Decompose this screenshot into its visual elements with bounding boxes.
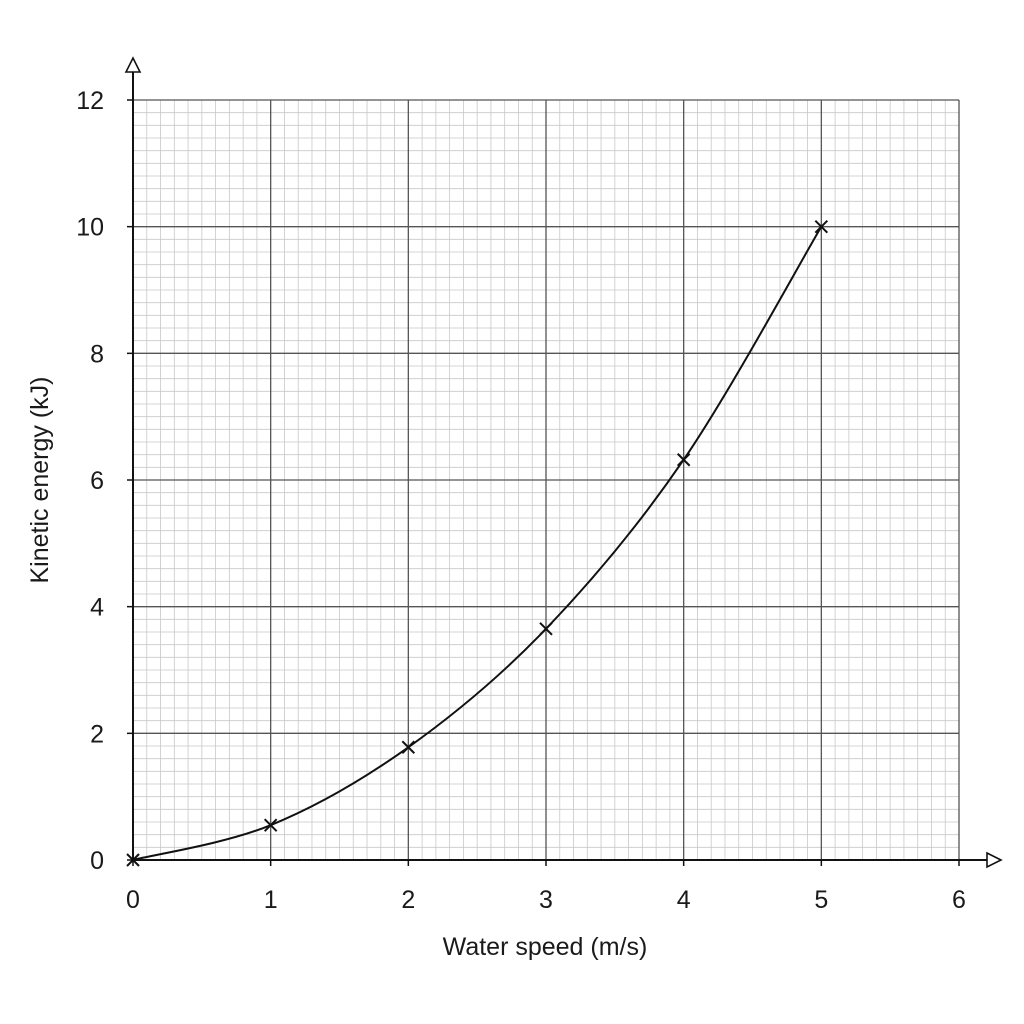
x-tick-label: 6 [952, 886, 966, 914]
data-markers [126, 219, 829, 867]
y-axis-title: Kinetic energy (kJ) [26, 376, 54, 583]
y-tick-label: 2 [90, 720, 104, 748]
x-tick-label: 0 [126, 886, 140, 914]
y-tick-labels: 0 2 4 6 8 10 12 [76, 87, 104, 875]
x-tick-labels: 0 1 2 3 4 5 6 [126, 886, 966, 914]
data-point-marker [263, 818, 278, 832]
data-point-marker [126, 853, 140, 867]
data-point-marker [401, 740, 416, 754]
y-tick-label: 0 [90, 847, 104, 875]
y-tick-label: 12 [76, 87, 104, 115]
axes [124, 56, 1003, 869]
data-point-marker [676, 453, 691, 467]
marker-stroke [676, 453, 691, 467]
x-axis-title: Water speed (m/s) [443, 933, 648, 961]
data-point-marker [814, 219, 829, 234]
y-axis-arrowhead [124, 56, 142, 73]
marker-stroke [126, 853, 140, 867]
x-tick-label: 2 [401, 886, 415, 914]
x-axis-arrowhead [986, 851, 1003, 869]
y-tick-label: 4 [90, 594, 104, 622]
marker-stroke [539, 622, 553, 636]
y-tick-label: 8 [90, 340, 104, 368]
y-tick-label: 10 [76, 214, 104, 242]
marker-stroke [401, 740, 416, 754]
data-point-marker [539, 622, 553, 636]
marker-stroke [263, 818, 278, 832]
y-tick-label: 6 [90, 467, 104, 495]
x-tick-label: 3 [539, 886, 553, 914]
x-tick-label: 5 [814, 886, 828, 914]
marker-stroke [814, 219, 829, 234]
x-tick-label: 4 [677, 886, 691, 914]
x-tick-label: 1 [264, 886, 278, 914]
